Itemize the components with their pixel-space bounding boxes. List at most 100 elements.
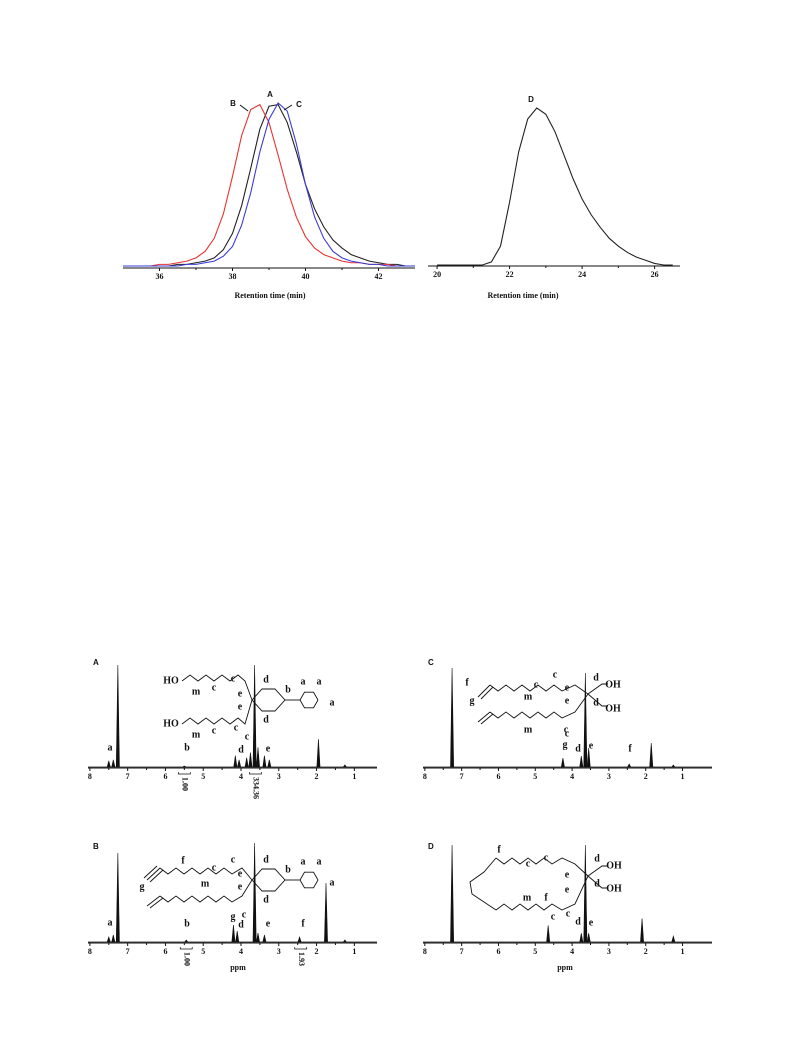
peak (627, 763, 632, 768)
peak (579, 755, 584, 768)
x-tick-label: 4 (570, 947, 574, 956)
peak (450, 667, 454, 768)
panel-label: A (93, 658, 99, 667)
structure-label: f (301, 918, 305, 929)
peak (106, 760, 111, 768)
x-tick-label: 4 (239, 947, 243, 956)
structure-label: c (234, 722, 239, 733)
x-tick-label: 3 (607, 772, 611, 781)
structure-label: c (212, 725, 217, 736)
structure-label: c (551, 911, 556, 922)
structure-label: OH (606, 860, 622, 871)
x-tick-label: 6 (496, 947, 500, 956)
structure-label: c (212, 682, 217, 693)
peak (231, 924, 236, 943)
chromatogram (123, 103, 415, 267)
structure-label: e (565, 682, 570, 693)
structure-label: d (593, 672, 599, 683)
structure-label: OH (606, 883, 622, 894)
structure-label: a (301, 856, 306, 867)
structure-label: a (108, 742, 113, 753)
x-tick-label: 1 (681, 772, 685, 781)
structure-label: e (565, 869, 570, 880)
structure-bond (587, 683, 608, 695)
structure-bond (159, 879, 253, 903)
x-tick-label: 6 (496, 772, 500, 781)
structure-label: a (301, 676, 306, 687)
structure-label: c (245, 731, 250, 742)
chromatogram (123, 102, 415, 267)
x-tick-label: 8 (423, 947, 427, 956)
chromatogram (437, 107, 673, 266)
peak (343, 939, 347, 943)
x-tick-label: 1 (352, 947, 356, 956)
structure-label: OH (605, 679, 621, 690)
structure-label: g (563, 739, 568, 750)
peak (583, 844, 588, 943)
structure-bond (587, 875, 608, 889)
structure-bond (480, 713, 494, 725)
structure-label: c (231, 673, 236, 684)
peak (267, 759, 272, 768)
peak (252, 664, 257, 768)
x-tick-label: 36 (156, 272, 164, 281)
peak (546, 925, 551, 943)
structure-bond (495, 875, 589, 911)
structure-bond (587, 693, 608, 707)
structure-label: c (242, 909, 247, 920)
integral-bracket (294, 947, 308, 950)
structure-bond (480, 686, 494, 700)
peak (237, 759, 242, 768)
structure-bond (159, 867, 253, 881)
structure-label: c (212, 862, 217, 873)
peak (324, 882, 328, 943)
structure-label: b (184, 918, 190, 929)
x-tick-label: 3 (607, 947, 611, 956)
structure-label: e (238, 701, 243, 712)
structure-label: e (589, 917, 594, 928)
series-label: A (267, 90, 273, 99)
peak (262, 755, 267, 768)
structure-label: c (544, 852, 549, 863)
structure-bond (299, 871, 319, 889)
x-tick-label: 1 (681, 947, 685, 956)
peak (649, 742, 654, 768)
peak (671, 935, 676, 943)
structure-label: d (238, 744, 244, 755)
structure-bond (587, 865, 608, 877)
peak (583, 672, 588, 768)
series-label: D (528, 95, 534, 104)
structure-label: HO (163, 718, 179, 729)
structure-label: e (266, 918, 271, 929)
structure-label: d (575, 916, 581, 927)
structure-label: f (181, 855, 185, 866)
x-tick-label: 5 (533, 947, 537, 956)
x-axis-label: Retention time (min) (234, 291, 305, 300)
peak (256, 932, 260, 943)
x-tick-label: 2 (315, 772, 319, 781)
structure-bond (489, 684, 589, 695)
integral-label: 1.93 (297, 952, 306, 966)
integral-label: 1.00 (180, 777, 189, 791)
x-tick-label: 6 (163, 772, 167, 781)
x-tick-label: 7 (126, 947, 130, 956)
structure-label: e (238, 688, 243, 699)
integral-label: 1.00 (182, 952, 191, 966)
structure-label: b (184, 742, 190, 753)
structure-label: c (564, 724, 569, 735)
structure-label: e (266, 743, 271, 754)
x-tick-label: 2 (315, 947, 319, 956)
peak (640, 918, 644, 943)
x-tick-label: 42 (375, 272, 383, 281)
x-tick-label: 8 (423, 772, 427, 781)
peak (561, 757, 565, 768)
structure-label: c (231, 854, 236, 865)
structure-label: g (470, 695, 475, 706)
structure-label: d (575, 743, 581, 754)
peak (248, 752, 253, 768)
structure-bond (146, 895, 161, 907)
x-tick-label: 22 (506, 270, 514, 279)
series-label: C (296, 100, 302, 109)
structure-label: c (534, 679, 539, 690)
structure-label: b (285, 864, 291, 875)
